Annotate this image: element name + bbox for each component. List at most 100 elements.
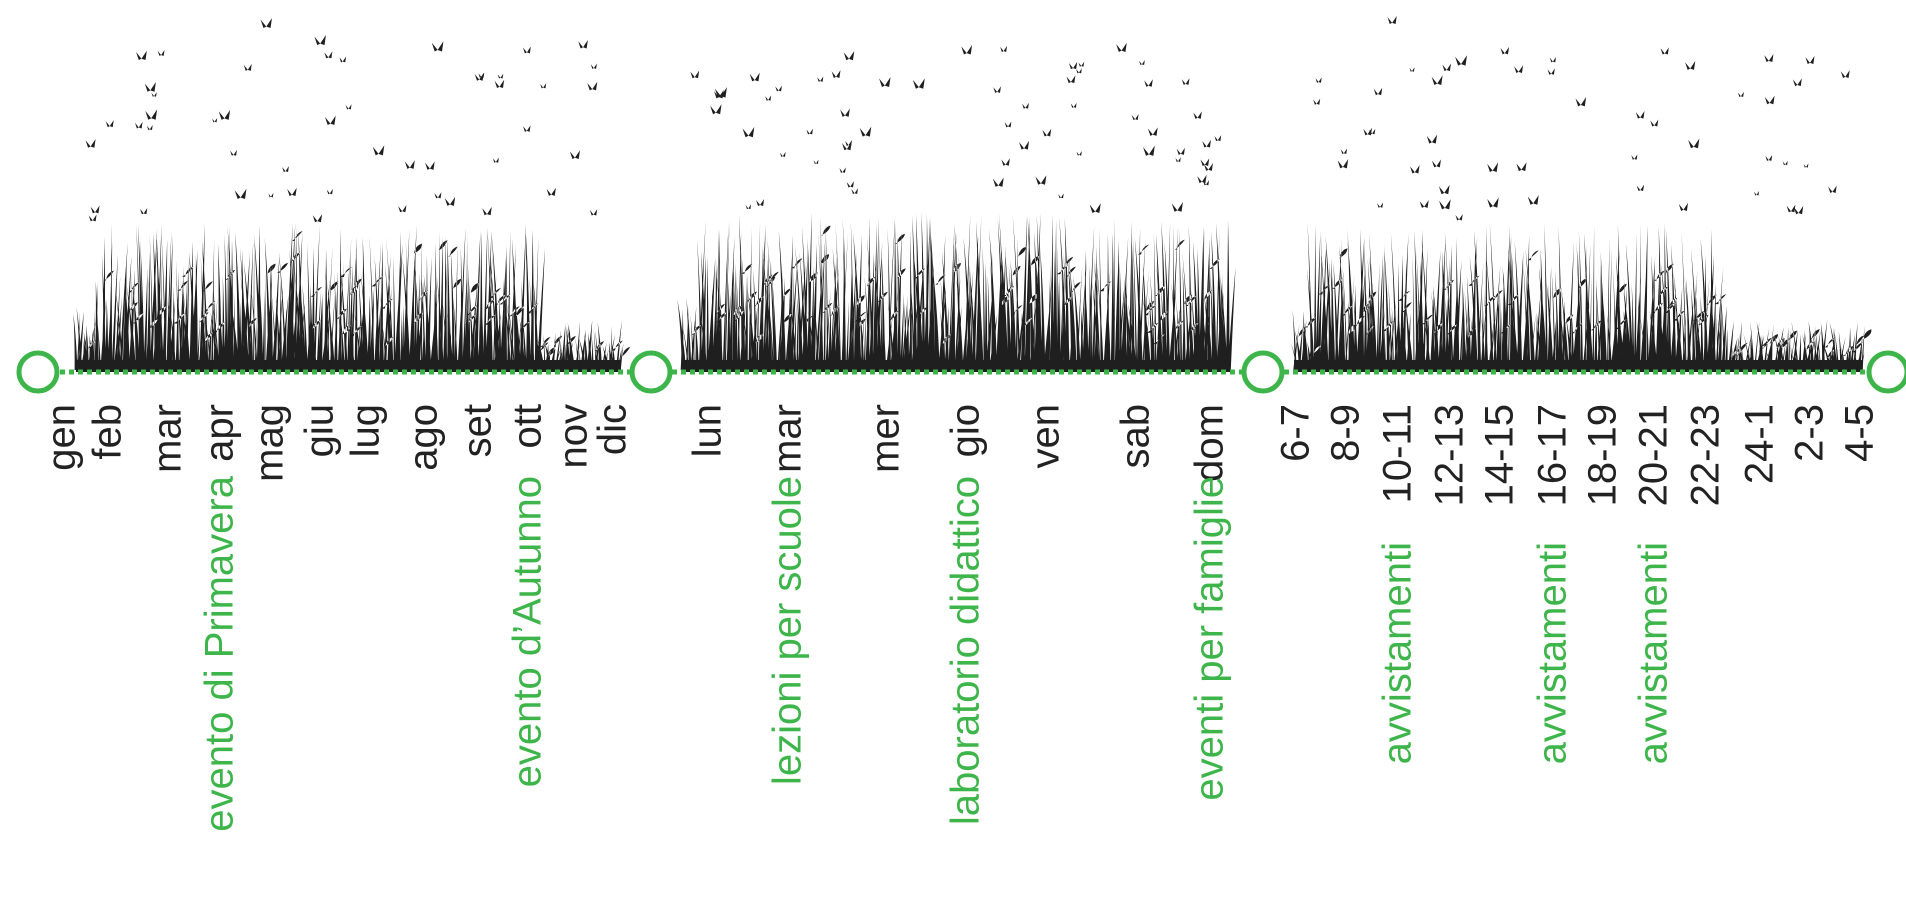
tick-label-hours: 20-21 <box>1632 404 1676 506</box>
butterfly <box>1193 111 1202 119</box>
butterfly <box>1337 159 1349 169</box>
butterfly <box>425 161 435 170</box>
butterfly <box>714 89 724 99</box>
tick-label-hours: 22-23 <box>1684 404 1728 506</box>
butterfly <box>324 51 333 59</box>
tick-label-weekdays: ven <box>1024 404 1068 469</box>
butterfly <box>88 214 97 222</box>
butterfly <box>260 18 272 29</box>
tick-label-months: ago <box>402 404 446 471</box>
butterfly <box>144 82 156 92</box>
butterfly <box>1204 163 1213 171</box>
butterfly <box>1635 110 1645 119</box>
butterfly <box>1500 46 1510 55</box>
butterfly <box>1631 154 1638 160</box>
tick-label-hours: 2-3 <box>1788 404 1832 462</box>
butterfly <box>806 128 813 135</box>
butterfly <box>1070 102 1077 108</box>
butterfly <box>151 92 157 97</box>
butterfly <box>1410 165 1420 174</box>
tick-label-hours: 8-9 <box>1324 404 1368 462</box>
butterflies-hours <box>1313 15 1850 221</box>
butterfly <box>478 72 485 78</box>
butterfly <box>1487 197 1499 208</box>
butterfly <box>1116 42 1127 53</box>
butterfly <box>1089 203 1101 213</box>
butterfly <box>1786 204 1796 213</box>
timeline-node-circle <box>1241 350 1285 394</box>
event-label-weekdays: lezioni per scuole <box>766 476 810 785</box>
butterfly <box>1419 199 1429 208</box>
butterfly <box>859 126 872 137</box>
butterfly <box>1076 150 1082 156</box>
butterfly <box>218 109 231 120</box>
butterfly <box>145 109 158 120</box>
butterfly <box>1455 55 1468 66</box>
butterfly <box>1442 63 1451 72</box>
butterfly <box>1678 202 1689 211</box>
butterfly <box>1042 128 1052 137</box>
butterfly <box>590 63 597 69</box>
butterfly <box>993 86 1001 93</box>
butterfly <box>1737 91 1744 98</box>
tick-label-hours: 16-17 <box>1531 404 1575 506</box>
butterfly <box>314 35 326 46</box>
grass-weekdays <box>677 212 1236 372</box>
butterfly <box>1764 95 1775 105</box>
butterflies-months <box>85 18 598 223</box>
butterfly <box>775 85 782 92</box>
butterfly <box>444 196 456 206</box>
butterfly <box>523 125 531 132</box>
butterfly <box>1764 53 1774 63</box>
tick-label-weekdays: sab <box>1114 404 1158 469</box>
butterfly <box>1019 140 1030 150</box>
tick-label-hours: 4-5 <box>1838 404 1882 462</box>
butterfly <box>1202 139 1211 148</box>
butterfly <box>136 50 147 61</box>
tick-label-hours: 6-7 <box>1274 404 1318 462</box>
butterfly <box>1200 158 1210 166</box>
butterfly <box>1340 148 1348 155</box>
tick-label-months: giu <box>298 404 342 457</box>
butterfly <box>230 149 237 156</box>
butterfly <box>497 73 504 79</box>
event-label-weekdays: laboratorio didattico <box>944 476 988 825</box>
butterfly <box>1147 127 1158 136</box>
butterfly <box>813 159 819 165</box>
tick-label-months: nov <box>552 404 596 469</box>
tick-label-months: apr <box>198 404 242 462</box>
butterfly <box>710 104 722 115</box>
event-label-weekdays: eventi per famiglie <box>1188 476 1232 801</box>
butterfly <box>1782 160 1788 166</box>
butterfly <box>1803 163 1809 168</box>
butterfly <box>1840 70 1850 78</box>
butterfly <box>1685 61 1696 70</box>
timeline-node-circle <box>1866 350 1906 394</box>
event-label-hours: avvistamenti <box>1632 542 1676 764</box>
butterfly <box>1131 114 1139 121</box>
butterfly <box>1175 157 1181 162</box>
butterfly <box>817 76 824 82</box>
butterfly <box>243 63 252 71</box>
butterfly <box>474 72 484 81</box>
butterfly <box>1792 78 1802 87</box>
butterfly <box>1828 185 1837 193</box>
butterfly <box>482 206 492 216</box>
butterfly <box>494 79 505 89</box>
butterfly <box>1438 184 1450 195</box>
butterfly <box>1547 68 1555 75</box>
butterfly <box>714 87 727 98</box>
butterfly <box>326 188 333 195</box>
butterfly <box>1076 68 1082 74</box>
butterfly <box>1487 162 1499 172</box>
butterfly <box>140 207 148 215</box>
event-label-months: evento di Primavera <box>198 475 242 831</box>
butterfly-layer <box>85 15 1850 223</box>
butterfly <box>1377 202 1384 208</box>
butterfly <box>1000 45 1008 52</box>
butterfly <box>1765 154 1773 161</box>
butterfly <box>569 150 580 159</box>
butterfly <box>1373 87 1383 96</box>
tick-label-weekdays: dom <box>1188 404 1232 482</box>
